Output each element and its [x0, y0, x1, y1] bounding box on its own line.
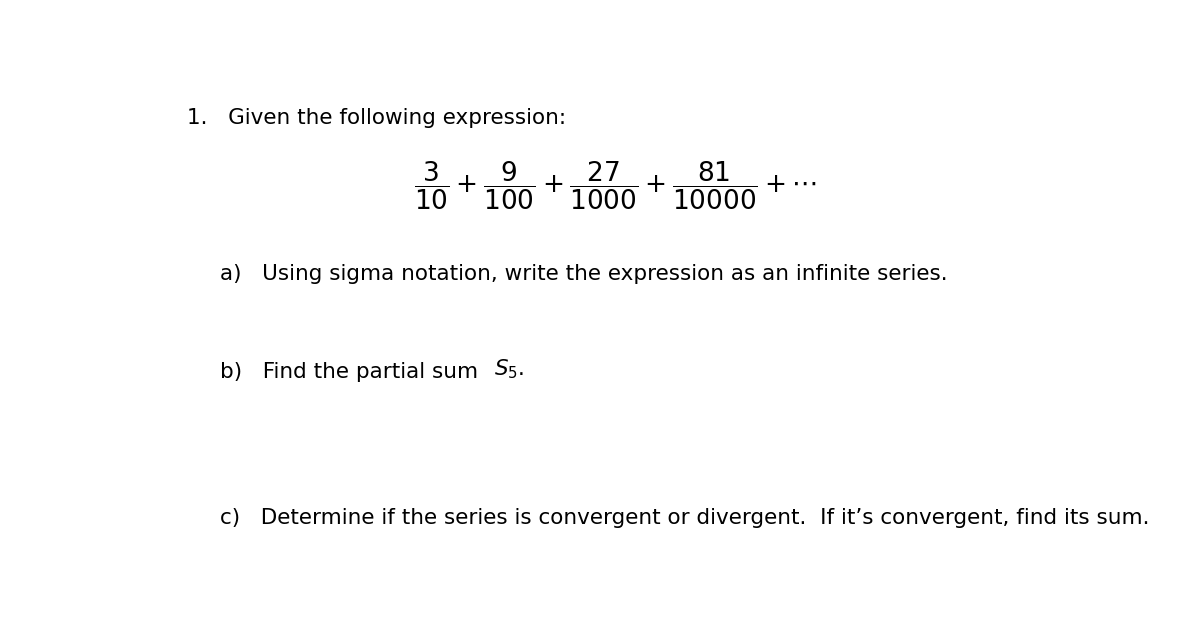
Text: 1.   Given the following expression:: 1. Given the following expression: — [187, 108, 566, 128]
Text: $\dfrac{3}{10}+\dfrac{9}{100}+\dfrac{27}{1000}+\dfrac{81}{10000}+ \cdots$: $\dfrac{3}{10}+\dfrac{9}{100}+\dfrac{27}… — [414, 160, 816, 212]
Text: $S_5$.: $S_5$. — [494, 358, 524, 382]
Text: c)   Determine if the series is convergent or divergent.  If it’s convergent, fi: c) Determine if the series is convergent… — [220, 508, 1150, 528]
Text: a)   Using sigma notation, write the expression as an infinite series.: a) Using sigma notation, write the expre… — [220, 264, 947, 284]
Text: b)   Find the partial sum: b) Find the partial sum — [220, 361, 485, 382]
